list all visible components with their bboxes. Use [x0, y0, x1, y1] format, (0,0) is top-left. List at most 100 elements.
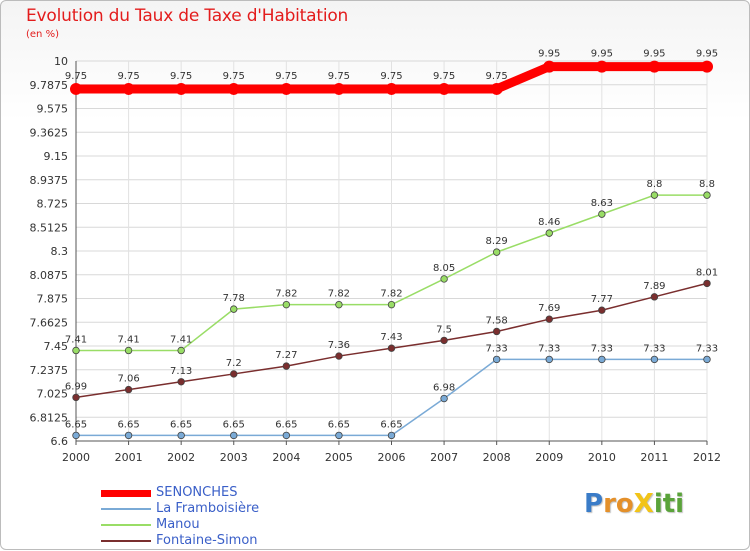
data-point: [282, 362, 291, 370]
data-label: 9.75: [65, 71, 87, 82]
y-tick-label: 8.3: [51, 245, 69, 258]
x-tick-label: 2003: [220, 451, 248, 464]
data-point: [440, 336, 448, 345]
data-point: [230, 431, 238, 440]
data-point: [490, 82, 503, 95]
data-label: 6.98: [433, 383, 455, 394]
data-label: 7.41: [170, 334, 192, 345]
data-label: 6.65: [275, 419, 297, 430]
data-point: [387, 344, 396, 352]
data-label: 7.2: [226, 358, 242, 369]
data-point: [598, 306, 606, 314]
legend-swatch: [101, 524, 151, 526]
data-point: [598, 210, 606, 218]
data-label: 9.75: [486, 71, 508, 82]
data-label: 9.75: [275, 71, 297, 82]
data-label: 9.75: [223, 71, 245, 82]
data-label: 6.99: [65, 381, 87, 392]
data-point: [650, 191, 659, 199]
logo-letter: t: [662, 489, 676, 519]
data-label: 7.41: [65, 334, 87, 345]
data-point: [545, 229, 553, 237]
data-label: 7.78: [223, 293, 245, 304]
data-label: 7.89: [643, 281, 665, 292]
data-point: [543, 60, 556, 73]
data-label: 8.29: [486, 236, 508, 247]
axis-layer: 6.6 6.8125 7.025 7.2375 7.45 7.6625 7.875 8.087…: [30, 55, 722, 464]
x-tick-label: 2008: [483, 451, 511, 464]
legend-swatch: [101, 489, 151, 497]
x-tick-label: 2004: [272, 451, 300, 464]
data-label: 7.69: [538, 303, 560, 314]
data-label: 8.63: [591, 198, 613, 209]
y-tick-label: 7.6625: [30, 316, 69, 329]
data-label: 8.01: [696, 267, 718, 278]
data-point: [177, 346, 185, 355]
data-label: 9.95: [591, 49, 613, 60]
y-tick-label: 7.45: [44, 340, 69, 353]
y-tick-label: 9.575: [37, 103, 69, 116]
data-point: [72, 393, 80, 402]
data-point: [595, 60, 608, 73]
legend-label: La Framboisière: [156, 501, 260, 516]
data-label: 7.58: [486, 315, 508, 326]
logo-letter: r: [603, 489, 616, 519]
y-tick-label: 9.15: [44, 150, 69, 163]
data-point: [72, 431, 80, 440]
x-tick-label: 2011: [640, 451, 668, 464]
legend-label: Fontaine-Simon: [156, 533, 258, 548]
legend-item: SENONCHES: [101, 485, 321, 501]
data-label: 7.33: [643, 343, 665, 354]
data-point: [440, 275, 448, 283]
y-tick-label: 6.8125: [30, 411, 69, 424]
data-label: 6.65: [117, 419, 139, 430]
data-label: 7.41: [117, 334, 139, 345]
data-point: [387, 431, 396, 440]
data-point: [282, 431, 291, 440]
y-tick-label: 8.5125: [30, 221, 69, 234]
data-point: [177, 378, 185, 386]
x-tick-label: 2007: [430, 451, 458, 464]
data-point: [282, 300, 291, 309]
data-label: 7.06: [117, 374, 139, 385]
data-point: [701, 60, 713, 73]
data-point: [175, 82, 188, 95]
y-tick-label: 9.7875: [30, 79, 69, 92]
x-tick-label: 2012: [693, 451, 721, 464]
data-point: [387, 300, 396, 309]
legend-item: Manou: [101, 517, 321, 533]
x-tick-label: 2009: [535, 451, 563, 464]
x-tick-label: 2005: [325, 451, 353, 464]
y-tick-label: 10: [54, 55, 68, 68]
data-point: [598, 355, 606, 364]
x-tick-label: 2002: [167, 451, 195, 464]
data-label: 6.65: [328, 419, 350, 430]
data-point: [230, 370, 238, 378]
data-label: 9.75: [328, 71, 350, 82]
data-label: 7.33: [696, 343, 718, 354]
data-label: 8.8: [646, 179, 662, 190]
data-point: [177, 431, 185, 440]
data-point: [648, 60, 661, 73]
proxiti-logo: ProXiti: [584, 489, 684, 519]
y-tick-label: 6.6: [51, 435, 69, 448]
legend-swatch: [101, 508, 151, 510]
data-label: 8.46: [538, 217, 560, 228]
data-label: 7.5: [436, 324, 452, 335]
data-label: 7.77: [591, 294, 613, 305]
data-point: [492, 355, 501, 364]
data-point: [124, 346, 133, 355]
data-label: 7.33: [538, 343, 560, 354]
data-label: 9.95: [643, 49, 665, 60]
data-point: [703, 355, 711, 364]
legend: SENONCHES La Framboisière Manou Fontaine-Si…: [101, 485, 321, 549]
data-label: 6.65: [170, 419, 192, 430]
data-point: [492, 327, 501, 336]
chart-title: Evolution du Taux de Taxe d'Habitation: [26, 6, 349, 26]
data-point: [332, 82, 345, 95]
logo-letter: X: [633, 489, 654, 519]
data-point: [440, 394, 448, 403]
y-tick-label: 8.725: [37, 198, 69, 211]
